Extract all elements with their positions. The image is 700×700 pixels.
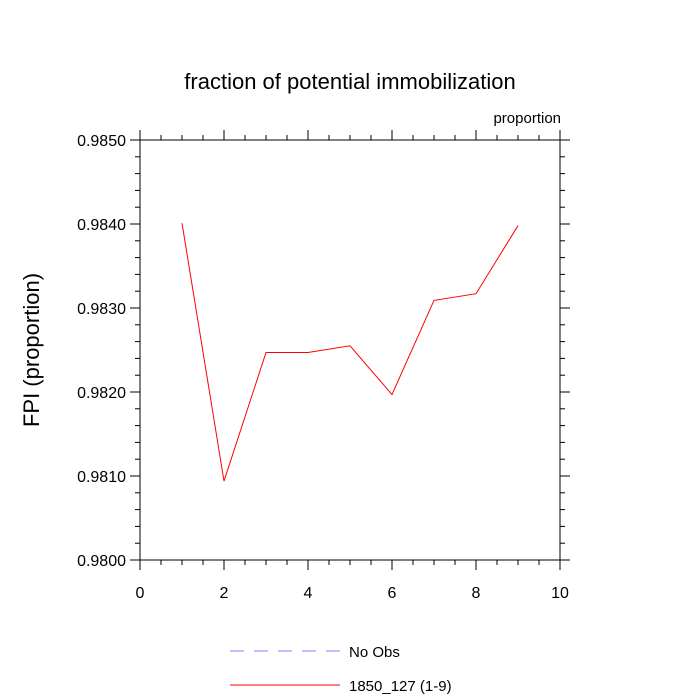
y-tick-label: 0.9830 [77,301,126,318]
axis-tick-labels: 0 2 4 6 8 10 0.9800 0.9810 0.9820 0.9830 0.9840 0.9… [77,133,569,602]
y-tick-label: 0.9850 [77,133,126,150]
axis-ticks [130,130,570,570]
y-tick-label: 0.9820 [77,385,126,402]
x-tick-label: 10 [551,585,569,602]
data-series [181,223,519,482]
x-tick-label: 6 [388,585,397,602]
y-tick-label: 0.9800 [77,553,126,570]
chart-title: fraction of potential immobilization [184,69,515,94]
y-tick-label: 0.9840 [77,217,126,234]
x-tick-label: 4 [304,585,313,602]
series-line-1 [181,223,519,482]
legend: No Obs 1850_127 (1-9) [230,644,452,695]
y-tick-label: 0.9810 [77,469,126,486]
x-tick-label: 2 [220,585,229,602]
x-tick-label: 0 [136,585,145,602]
units-label: proportion [493,110,561,127]
legend-label-no-obs: No Obs [349,644,400,661]
x-tick-label: 8 [472,585,481,602]
plot-frame [139,139,561,561]
legend-label-1850-127: 1850_127 (1-9) [349,678,452,695]
y-axis-label: FPI (proportion) [19,273,44,427]
